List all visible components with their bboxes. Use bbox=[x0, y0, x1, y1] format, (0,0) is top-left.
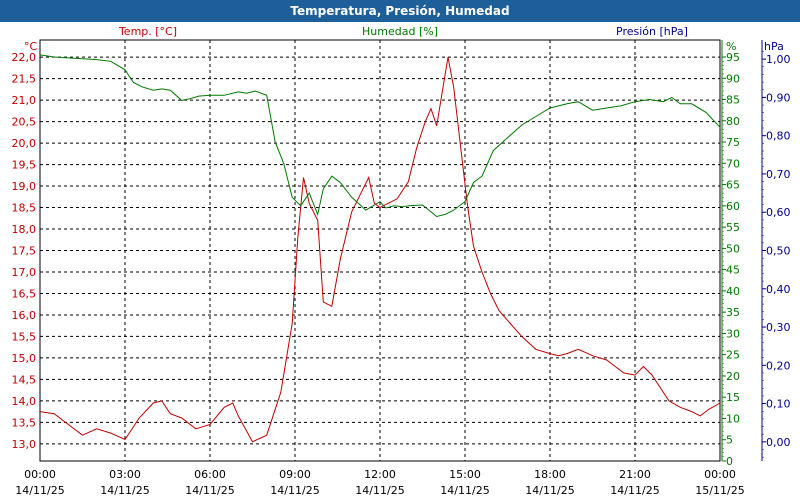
x-tick-date: 14/11/25 bbox=[185, 484, 234, 497]
pressure-tick-label: 0,90 bbox=[766, 91, 791, 104]
temperature-tick-label: 13,5 bbox=[12, 416, 37, 429]
x-tick-time: 09:00 bbox=[279, 468, 311, 481]
pressure-tick-label: 0,70 bbox=[766, 168, 791, 181]
humidity-tick-label: 45 bbox=[726, 264, 740, 277]
temperature-tick-label: 18,0 bbox=[12, 223, 37, 236]
temperature-tick-label: 18,5 bbox=[12, 202, 37, 215]
x-tick-time: 00:00 bbox=[704, 468, 736, 481]
humidity-tick-label: 85 bbox=[726, 94, 740, 107]
x-tick-time: 06:00 bbox=[194, 468, 226, 481]
temperature-tick-label: 20,0 bbox=[12, 137, 37, 150]
pressure-tick-label: 0,60 bbox=[766, 206, 791, 219]
x-tick-time: 21:00 bbox=[619, 468, 651, 481]
pressure-unit-label: hPa bbox=[764, 40, 784, 53]
x-tick-date: 14/11/25 bbox=[100, 484, 149, 497]
pressure-tick-label: 0,80 bbox=[766, 130, 791, 143]
temperature-tick-label: 15,5 bbox=[12, 330, 37, 343]
temperature-unit-label: °C bbox=[24, 40, 38, 53]
humidity-series-label: Humedad [%] bbox=[362, 25, 438, 38]
temperature-tick-label: 14,5 bbox=[12, 373, 37, 386]
x-tick-date: 14/11/25 bbox=[610, 484, 659, 497]
humidity-tick-label: 5 bbox=[726, 434, 733, 447]
humidity-tick-label: 95 bbox=[726, 51, 740, 64]
humidity-tick-label: 90 bbox=[726, 72, 740, 85]
temperature-tick-label: 19,5 bbox=[12, 159, 37, 172]
humidity-tick-label: 0 bbox=[726, 455, 733, 468]
temperature-tick-label: 17,5 bbox=[12, 245, 37, 258]
temperature-series-label: Temp. [°C] bbox=[118, 25, 177, 38]
humidity-tick-label: 10 bbox=[726, 412, 740, 425]
pressure-tick-label: 0,10 bbox=[766, 398, 791, 411]
humidity-line bbox=[39, 54, 721, 218]
temperature-line bbox=[39, 57, 721, 443]
pressure-series-label: Presión [hPa] bbox=[616, 25, 688, 38]
humidity-tick-label: 25 bbox=[726, 349, 740, 362]
x-tick-time: 03:00 bbox=[109, 468, 141, 481]
temperature-tick-label: 20,5 bbox=[12, 116, 37, 129]
axis-labels: 00:00 14/11/25 03:00 14/11/25 06:00 14/11/25 0… bbox=[12, 25, 791, 497]
humidity-tick-label: 15 bbox=[726, 391, 740, 404]
temperature-tick-label: 21,0 bbox=[12, 94, 37, 107]
grid bbox=[40, 40, 720, 461]
humidity-tick-label: 55 bbox=[726, 221, 740, 234]
x-tick-date: 14/11/25 bbox=[355, 484, 404, 497]
x-tick-date: 14/11/25 bbox=[440, 484, 489, 497]
pressure-tick-label: 0,20 bbox=[766, 359, 791, 372]
series-lines bbox=[39, 54, 721, 443]
temperature-tick-label: 21,5 bbox=[12, 73, 37, 86]
chart-title: Temperatura, Presión, Humedad bbox=[0, 0, 800, 22]
temperature-tick-label: 19,0 bbox=[12, 180, 37, 193]
pressure-tick-label: 0,30 bbox=[766, 321, 791, 334]
humidity-tick-label: 60 bbox=[726, 200, 740, 213]
plot-frame bbox=[39, 39, 721, 462]
pressure-tick-label: 0,00 bbox=[766, 436, 791, 449]
plot-border bbox=[39, 39, 721, 462]
axes bbox=[721, 40, 766, 462]
humidity-tick-label: 50 bbox=[726, 242, 740, 255]
temperature-tick-label: 16,0 bbox=[12, 309, 37, 322]
x-tick-time: 12:00 bbox=[364, 468, 396, 481]
humidity-unit-label: % bbox=[726, 40, 736, 53]
humidity-tick-label: 80 bbox=[726, 115, 740, 128]
humidity-tick-label: 20 bbox=[726, 370, 740, 383]
x-tick-time: 15:00 bbox=[449, 468, 481, 481]
temperature-tick-label: 16,5 bbox=[12, 287, 37, 300]
x-tick-time: 00:00 bbox=[24, 468, 56, 481]
x-tick-date: 15/11/25 bbox=[695, 484, 744, 497]
temperature-tick-label: 22,0 bbox=[12, 51, 37, 64]
humidity-tick-label: 40 bbox=[726, 285, 740, 298]
temperature-tick-label: 15,0 bbox=[12, 352, 37, 365]
temperature-tick-label: 17,0 bbox=[12, 266, 37, 279]
x-tick-date: 14/11/25 bbox=[15, 484, 64, 497]
pressure-tick-label: 0,40 bbox=[766, 283, 791, 296]
x-tick-date: 14/11/25 bbox=[525, 484, 574, 497]
temperature-tick-label: 13,0 bbox=[12, 438, 37, 451]
temperature-tick-label: 14,0 bbox=[12, 395, 37, 408]
humidity-tick-label: 70 bbox=[726, 157, 740, 170]
humidity-tick-label: 35 bbox=[726, 306, 740, 319]
x-tick-time: 18:00 bbox=[534, 468, 566, 481]
humidity-tick-label: 30 bbox=[726, 327, 740, 340]
pressure-tick-label: 0,50 bbox=[766, 245, 791, 258]
x-tick-date: 14/11/25 bbox=[270, 484, 319, 497]
humidity-tick-label: 65 bbox=[726, 179, 740, 192]
humidity-tick-label: 75 bbox=[726, 136, 740, 149]
pressure-tick-label: 1,00 bbox=[766, 53, 791, 66]
